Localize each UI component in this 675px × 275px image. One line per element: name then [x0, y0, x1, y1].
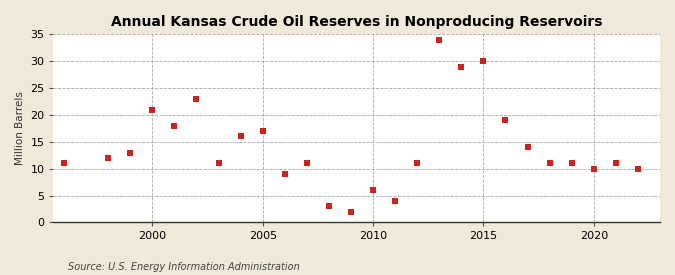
Point	[456, 64, 466, 69]
Point	[103, 156, 113, 160]
Point	[544, 161, 555, 166]
Text: Source: U.S. Energy Information Administration: Source: U.S. Energy Information Administ…	[68, 262, 299, 272]
Point	[302, 161, 313, 166]
Point	[566, 161, 577, 166]
Point	[632, 166, 643, 171]
Point	[522, 145, 533, 149]
Point	[213, 161, 224, 166]
Point	[169, 123, 180, 128]
Title: Annual Kansas Crude Oil Reserves in Nonproducing Reservoirs: Annual Kansas Crude Oil Reserves in Nonp…	[111, 15, 602, 29]
Point	[147, 107, 158, 112]
Point	[500, 118, 511, 123]
Point	[257, 129, 268, 133]
Point	[389, 199, 400, 203]
Point	[279, 172, 290, 176]
Y-axis label: Million Barrels: Million Barrels	[15, 91, 25, 165]
Point	[346, 210, 356, 214]
Point	[125, 150, 136, 155]
Point	[478, 59, 489, 64]
Point	[59, 161, 70, 166]
Point	[368, 188, 379, 192]
Point	[412, 161, 423, 166]
Point	[589, 166, 599, 171]
Point	[434, 37, 445, 42]
Point	[235, 134, 246, 139]
Point	[191, 97, 202, 101]
Point	[323, 204, 334, 208]
Point	[610, 161, 621, 166]
